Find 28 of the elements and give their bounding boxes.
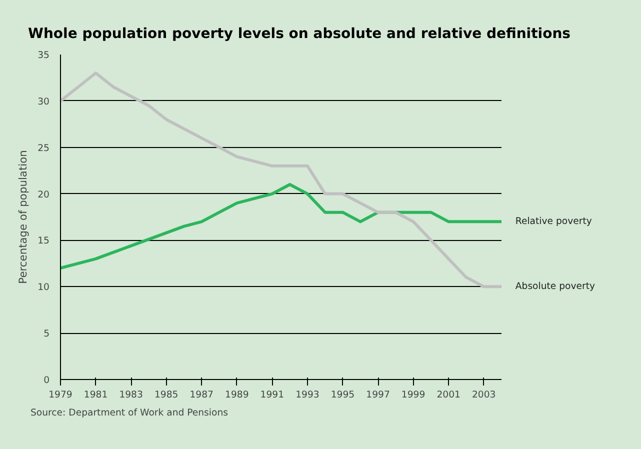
- y-axis-title: Percentage of population: [16, 150, 30, 284]
- series-label: Absolute poverty: [515, 281, 596, 292]
- x-tick-label: 1995: [330, 390, 355, 400]
- y-tick-label: 20: [38, 189, 50, 200]
- y-tick-label: 25: [38, 142, 50, 154]
- series-label: Relative poverty: [515, 216, 592, 228]
- x-tick-label: 1997: [366, 390, 390, 400]
- x-tick-label: 1981: [84, 390, 108, 400]
- x-tick-label: 2001: [436, 390, 461, 400]
- line-series: [60, 183, 502, 270]
- x-tick-label: 2003: [472, 390, 496, 400]
- y-tick-label: 0: [44, 375, 50, 386]
- x-tick-label: 1999: [401, 390, 426, 400]
- y-tick-label: 30: [38, 96, 50, 108]
- line-series: [60, 72, 502, 288]
- x-tick-label: 1987: [190, 390, 214, 400]
- y-tick-label: 35: [38, 50, 50, 61]
- source-note: Source: Department of Work and Pensions: [30, 408, 228, 418]
- x-tick-label: 1983: [119, 390, 143, 400]
- x-tick-label: 1979: [48, 390, 72, 400]
- y-tick-label: 15: [38, 236, 50, 247]
- x-tick-label: 1993: [296, 390, 320, 400]
- y-tick-label: 10: [38, 282, 50, 294]
- x-tick-label: 1985: [154, 390, 178, 400]
- x-tick-label: 1989: [225, 390, 249, 400]
- x-tick-label: 1991: [260, 390, 284, 400]
- chart-title: Whole population poverty levels on absolute and relative definitions: [28, 25, 571, 44]
- y-tick-label: 5: [44, 328, 50, 340]
